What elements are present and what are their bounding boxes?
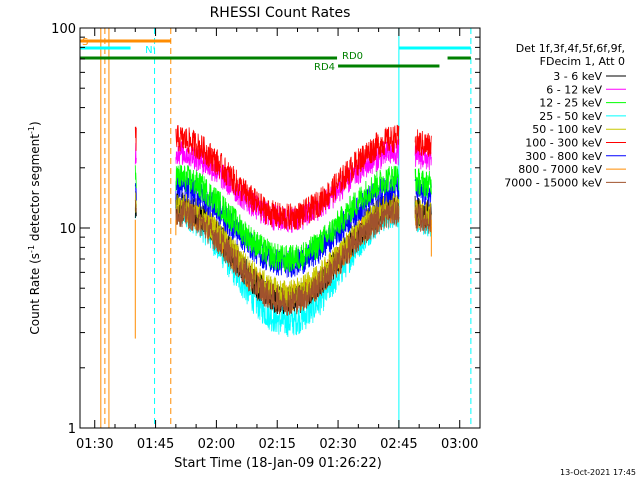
y-axis-label-exp2: -1 [27, 126, 36, 134]
legend-header-2: FDecim 1, Att 0 [540, 55, 625, 68]
series-line [414, 167, 432, 199]
chart-title: RHESSI Count Rates [210, 5, 351, 21]
flag-label: N [145, 45, 152, 56]
legend-item-label: 3 - 6 keV [553, 70, 602, 83]
legend-item-label: 25 - 50 keV [539, 110, 602, 123]
x-tick-label: 01:30 [76, 437, 113, 452]
vertical-lines [100, 28, 472, 428]
x-tick-label: 02:00 [198, 437, 235, 452]
flag-label-bg [313, 61, 337, 72]
y-axis-label-end: ) [28, 121, 42, 126]
y-axis: 1 10 100 [51, 22, 480, 437]
x-tick-label: 01:45 [137, 437, 174, 452]
x-tick-label: 03:00 [441, 437, 478, 452]
y-tick-label: 100 [51, 22, 76, 37]
y-axis-label-main: Count Rate (s [28, 253, 42, 335]
series-line [175, 164, 400, 273]
x-axis: 01:30 01:45 02:00 02:15 02:30 02:45 03:00 [76, 28, 481, 452]
x-tick-label: 02:15 [258, 437, 295, 452]
footer-timestamp: 13-Oct-2021 17:45 [560, 468, 636, 477]
legend-item-label: 50 - 100 keV [532, 123, 602, 136]
series-line [414, 203, 432, 234]
legend-item-label: 6 - 12 keV [546, 83, 602, 96]
series-line [175, 198, 400, 316]
legend-item-label: 800 - 7000 keV [518, 163, 602, 176]
flag-label-bg [130, 44, 154, 55]
series-line [134, 200, 137, 212]
legend-item-label: 100 - 300 keV [525, 137, 602, 150]
legend-item-label: 7000 - 15000 keV [504, 176, 602, 189]
flag-label: RD4 [314, 62, 335, 73]
flag-label-bg [341, 50, 365, 61]
y-tick-label: 10 [59, 222, 76, 237]
series-line [134, 165, 137, 188]
flag-label: RD0 [342, 51, 363, 62]
legend-item-label: 300 - 800 keV [525, 150, 602, 163]
series-line [414, 129, 432, 157]
legend-header-1: Det 1f,3f,4f,5f,6f,9f, [516, 42, 625, 55]
y-tick-label: 1 [68, 422, 76, 437]
y-axis-label-mid: detector segment [28, 134, 42, 245]
flag-bars: S N RD0 RD4 [80, 37, 471, 73]
y-axis-label-exp1: -1 [27, 245, 36, 253]
series-line [134, 126, 137, 151]
series-line [175, 138, 400, 233]
flag-label: S [82, 37, 88, 48]
x-axis-label: Start Time (18-Jan-09 01:26:22) [174, 456, 382, 471]
legend-item-label: 12 - 25 keV [539, 97, 602, 110]
y-axis-label: Count Rate (s-1 detector segment-1) [27, 121, 42, 334]
series-line [175, 124, 400, 230]
series-line [134, 182, 137, 201]
x-tick-label: 02:45 [380, 437, 417, 452]
legend: Det 1f,3f,4f,5f,6f,9f, FDecim 1, Att 0 3… [504, 42, 626, 189]
data-series [134, 124, 432, 339]
series-line [134, 191, 137, 213]
x-tick-label: 02:30 [319, 437, 356, 452]
